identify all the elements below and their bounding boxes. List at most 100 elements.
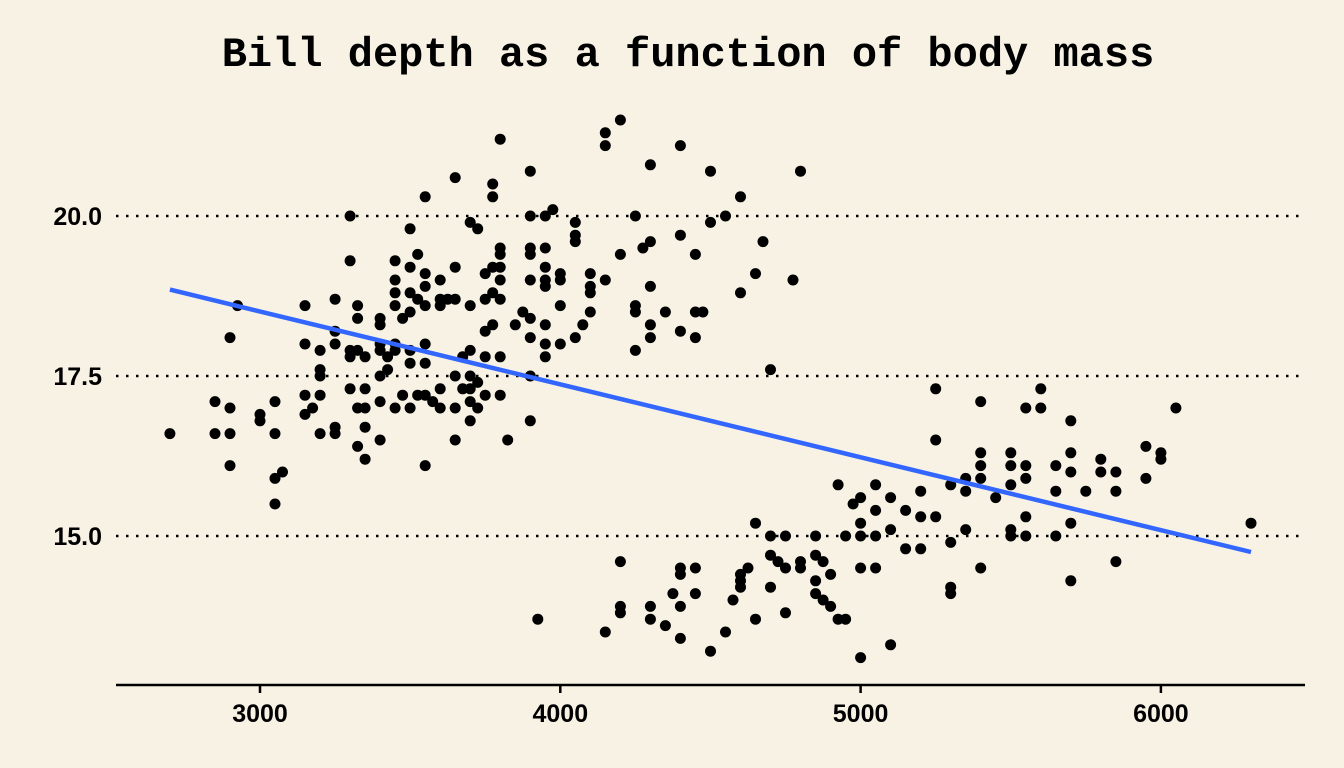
data-point [419, 191, 431, 203]
data-point [1050, 530, 1062, 542]
data-point [472, 223, 484, 235]
data-point [644, 332, 656, 344]
y-tick-label: 17.5 [53, 363, 102, 391]
data-point [960, 524, 972, 536]
data-point [382, 364, 394, 376]
data-point [487, 287, 499, 299]
data-point [344, 255, 356, 267]
data-point [449, 293, 461, 305]
data-point [449, 261, 461, 273]
data-point [419, 268, 431, 280]
data-point [855, 530, 867, 542]
data-point [765, 581, 776, 593]
data-point [1155, 453, 1167, 465]
data-point [374, 434, 386, 446]
data-point [539, 261, 551, 273]
data-point [419, 389, 431, 401]
data-point [359, 421, 371, 433]
data-point [464, 383, 476, 395]
data-point [382, 351, 394, 363]
data-point [569, 216, 581, 228]
data-point [449, 370, 461, 382]
data-point [810, 549, 822, 561]
data-point [329, 428, 341, 440]
data-point [599, 127, 611, 139]
data-point [352, 300, 364, 312]
trend-line-group [169, 287, 1252, 555]
data-point [990, 492, 1002, 504]
data-point [750, 268, 761, 280]
data-point [584, 306, 596, 318]
data-point [787, 274, 799, 286]
data-point [539, 351, 551, 363]
data-point [487, 178, 499, 190]
data-point [1170, 402, 1182, 414]
data-point [524, 415, 536, 427]
x-tick-label: 3000 [232, 700, 288, 728]
data-point [314, 344, 326, 356]
data-point [419, 338, 431, 350]
data-point [412, 293, 424, 305]
data-point [1020, 472, 1032, 484]
data-point [840, 530, 852, 542]
data-point [539, 242, 551, 254]
data-point [494, 248, 506, 260]
data-point [314, 364, 326, 376]
data-point [674, 632, 686, 644]
data-point [644, 613, 656, 625]
data-point [209, 396, 221, 408]
data-point [885, 524, 897, 536]
data-point [299, 300, 311, 312]
data-point [494, 389, 506, 401]
data-point [1065, 517, 1077, 529]
data-point [359, 453, 371, 465]
data-point [389, 287, 401, 299]
data-point [780, 607, 791, 619]
data-point [915, 543, 927, 555]
data-point [915, 511, 927, 523]
y-tick-label: 20.0 [53, 203, 102, 231]
data-point [277, 466, 288, 478]
data-point [644, 600, 656, 612]
data-point [742, 562, 754, 574]
data-point [705, 165, 716, 177]
data-point [539, 338, 551, 350]
data-point [885, 639, 897, 651]
data-point [614, 556, 626, 568]
data-point [765, 530, 776, 542]
data-point [224, 332, 236, 344]
data-point [472, 376, 484, 388]
data-point [674, 325, 686, 337]
data-point [224, 460, 236, 472]
data-point [224, 428, 236, 440]
data-point [870, 562, 882, 574]
data-point [404, 402, 416, 414]
data-point [404, 261, 416, 273]
data-point [689, 248, 701, 260]
data-point [1020, 402, 1032, 414]
data-point [569, 332, 581, 344]
data-point [975, 460, 987, 472]
data-point [524, 332, 536, 344]
data-point [397, 312, 409, 324]
data-point [614, 607, 626, 619]
data-point [1140, 472, 1152, 484]
data-point [352, 312, 364, 324]
data-point [1110, 485, 1122, 497]
data-point [1020, 530, 1032, 542]
data-point [449, 434, 461, 446]
data-point [855, 517, 867, 529]
x-tick-label: 5000 [833, 700, 889, 728]
data-point [389, 255, 401, 267]
data-point [720, 626, 731, 638]
data-point [795, 165, 806, 177]
data-point [464, 396, 476, 408]
data-point [427, 396, 439, 408]
data-point [817, 556, 829, 568]
data-point [855, 562, 867, 574]
data-point [825, 600, 837, 612]
data-point [644, 236, 656, 248]
data-point [1005, 530, 1017, 542]
data-point [780, 562, 791, 574]
chart-title: Bill depth as a function of body mass [222, 31, 1155, 79]
